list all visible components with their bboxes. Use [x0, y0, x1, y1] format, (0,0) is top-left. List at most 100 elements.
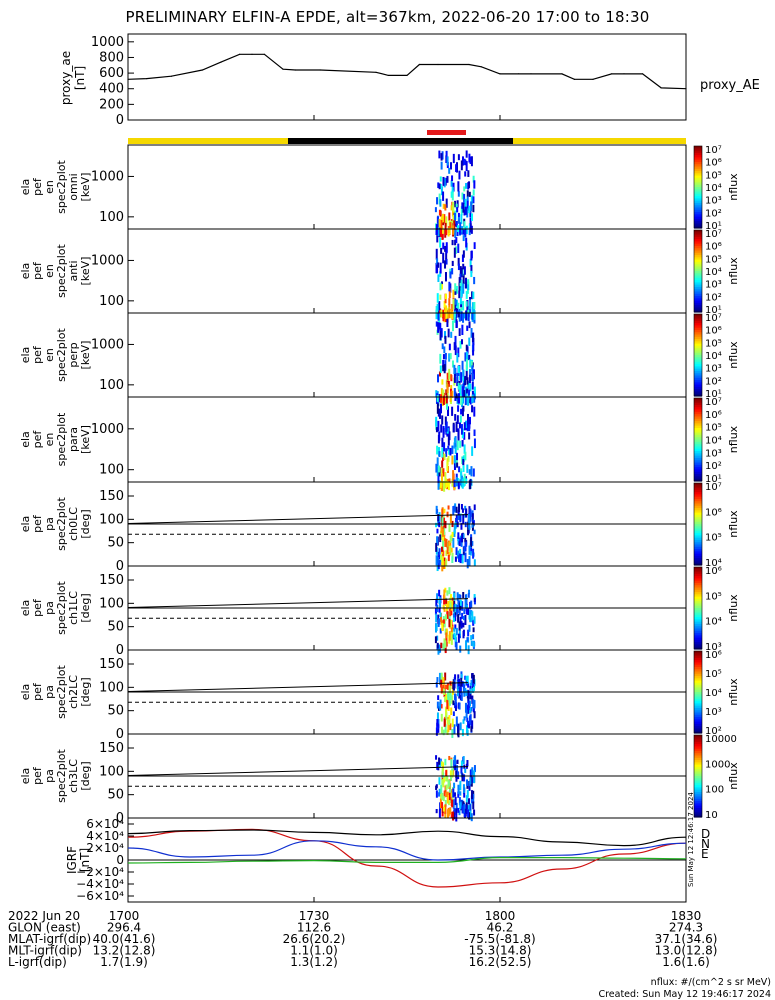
pa_ch1-colorbar-step: [694, 571, 702, 575]
pa_ch1-colorbar-step: [694, 592, 702, 595]
pa_ch2-cell: [440, 685, 443, 694]
en_perp-colorbar-step: [694, 359, 702, 363]
pa_ch0-colorbar-step: [694, 542, 702, 546]
pa_ch3-cell: [469, 804, 472, 811]
en_omni-colorbar-step: [694, 196, 702, 199]
en_omni-cell: [448, 212, 451, 221]
en_anti-cell: [440, 309, 443, 318]
proxy-ae-point: [561, 73, 563, 75]
en_omni-cell: [465, 161, 468, 171]
pa_ch1-cell: [459, 602, 462, 611]
en_omni-cell: [445, 216, 448, 227]
en_perp-cell: [471, 365, 474, 374]
en_para-cell: [449, 447, 452, 456]
en_omni-colorbar-tick: 10²: [705, 208, 722, 219]
en_para-ylabel: spec2plot: [55, 412, 68, 466]
pa_ch2-cell: [472, 699, 475, 709]
en_anti-colorbar-step: [694, 280, 702, 283]
xaxis-row-value: 26.6(20.2): [283, 932, 346, 946]
pa_ch0-colorbar-step: [694, 528, 702, 532]
pa_ch0-colorbar-step: [694, 494, 702, 498]
en_omni-cell: [453, 220, 456, 230]
en_perp-colorbar-step: [694, 355, 702, 358]
en_anti-cell: [462, 235, 465, 242]
en_perp-cell: [448, 368, 451, 380]
pa_ch1-cell: [460, 621, 463, 629]
en_omni-cell: [472, 189, 475, 196]
en_para-cell: [448, 449, 451, 455]
pa_ch1-cell: [438, 608, 441, 613]
en_para-colorbar-step: [694, 448, 702, 452]
pa_ch1-cell: [454, 612, 457, 617]
en_anti-cell: [465, 291, 468, 299]
pa_ch3-cell: [455, 813, 458, 822]
pa_ch0-cell: [442, 550, 445, 557]
en_para-cell: [458, 422, 461, 429]
en_para-cell: [468, 480, 471, 490]
pa_ch1-cell: [445, 598, 448, 604]
en_anti-colorbar-step: [694, 309, 702, 313]
pa_ch2-cell: [457, 723, 460, 731]
pa_ch1-cell: [461, 612, 464, 619]
en_omni-cell: [440, 161, 443, 170]
proxy-ae-point: [170, 75, 172, 77]
pa_ch3-cell: [446, 794, 449, 804]
en_anti-cell: [454, 246, 457, 254]
proxy-ae-ytick-label: 600: [99, 66, 124, 81]
pa_ch0-ytick-label: 0: [116, 559, 124, 574]
en_para-cell: [468, 419, 471, 429]
en_anti-cell: [465, 237, 468, 248]
en_perp-cell: [472, 369, 475, 380]
en_perp-cell: [466, 325, 469, 331]
pa_ch1-cell: [470, 617, 473, 623]
en_para-frame: [127, 396, 687, 483]
pa_ch2-cell: [465, 708, 468, 719]
pa_ch0-colorbar-step: [694, 544, 702, 548]
en_anti-cell: [459, 297, 462, 305]
pa_ch1-cell: [456, 592, 459, 601]
pa_ch2-cell: [469, 700, 472, 707]
pa_ch3-cell: [456, 759, 459, 764]
en_anti-ytick-label: 100: [99, 294, 124, 309]
pa_ch0-cell: [441, 508, 444, 517]
en_para-ylabel: en: [43, 433, 56, 447]
pa_ch2-colorbar-step: [694, 726, 702, 730]
pa_ch1-cell: [453, 627, 456, 632]
en_anti-colorbar-step: [694, 248, 702, 252]
en_omni-colorbar-step: [694, 159, 702, 163]
pa_ch3-cell: [463, 812, 466, 817]
pa_ch3-colorbar-step: [694, 773, 702, 777]
en_anti-cell: [444, 260, 447, 269]
pa_ch1-cell: [444, 628, 447, 635]
en_omni-cell: [450, 180, 453, 187]
pa_ch0-colorbar-step: [694, 510, 702, 514]
en_anti-cell: [462, 263, 465, 270]
pa_ch3-colorbar-step: [694, 785, 702, 788]
en_omni-cell: [438, 150, 441, 159]
en_para-cell: [457, 481, 460, 490]
pa_ch3-cell: [435, 785, 438, 790]
pa_ch2-cell: [442, 729, 445, 736]
en_omni-cell: [444, 204, 447, 211]
pa_ch3-cell: [469, 769, 472, 779]
pa_ch1-cell: [471, 611, 474, 621]
en_para-colorbar-step: [694, 476, 702, 480]
en_perp-cell: [468, 337, 471, 346]
en_anti-colorbar-step: [694, 271, 702, 274]
pa_ch0-cell: [470, 544, 473, 554]
pa_ch3-ytick-label: 150: [99, 741, 124, 756]
pa_ch0-cell: [455, 547, 458, 555]
pa_ch1-colorbar-step: [694, 587, 702, 591]
pa_ch1-cell: [470, 640, 473, 646]
en_para-colorbar-step: [694, 398, 702, 401]
pa_ch1-cell: [453, 598, 456, 605]
en_para-cell: [466, 423, 469, 432]
pa_ch2-cell: [445, 693, 448, 699]
pa_ch2-cell: [454, 674, 457, 680]
en_perp-colorbar-step: [694, 377, 702, 381]
en_perp-cell: [457, 393, 460, 404]
proxy-ae-point: [146, 77, 148, 80]
en_omni-cell: [456, 228, 459, 237]
en_omni-cell: [459, 227, 462, 235]
pa_ch1-cell: [436, 593, 439, 603]
